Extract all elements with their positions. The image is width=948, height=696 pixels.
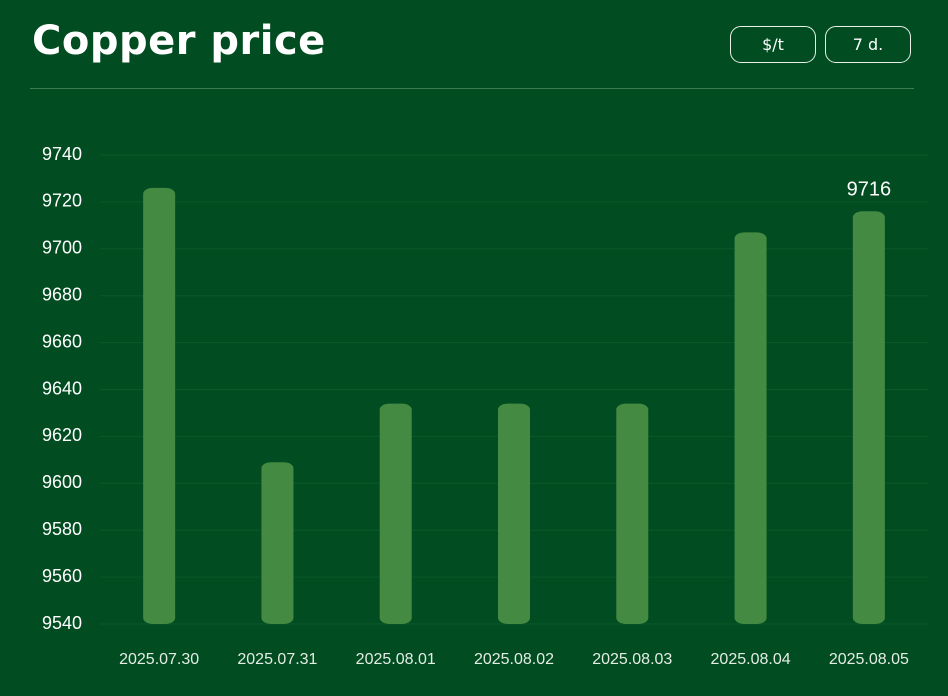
y-tick-label: 9700 — [42, 238, 82, 258]
y-tick-label: 9600 — [42, 472, 82, 492]
bar — [852, 211, 885, 624]
x-tick-label: 2025.07.30 — [119, 651, 199, 668]
y-tick-label: 9720 — [42, 191, 82, 211]
y-tick-label: 9660 — [42, 331, 82, 351]
bar — [143, 187, 176, 624]
y-tick-label: 9620 — [42, 425, 82, 445]
x-tick-label: 2025.08.01 — [356, 651, 436, 668]
bar — [734, 232, 767, 624]
page-title: Copper price — [32, 18, 326, 64]
x-tick-label: 2025.08.03 — [592, 651, 672, 668]
value-label: 9716 — [847, 179, 892, 201]
divider — [30, 88, 914, 89]
x-tick-label: 2025.08.04 — [711, 651, 791, 668]
y-tick-label: 9560 — [42, 566, 82, 586]
y-tick-label: 9580 — [42, 519, 82, 539]
bar — [498, 403, 530, 624]
y-tick-label: 9680 — [42, 284, 82, 304]
x-tick-label: 2025.08.05 — [829, 651, 909, 668]
y-tick-label: 9640 — [42, 378, 82, 398]
bar — [379, 403, 412, 624]
period-button[interactable]: 7 d. — [825, 26, 911, 63]
y-tick-label: 9540 — [42, 613, 82, 633]
bar — [261, 462, 294, 624]
bar — [616, 403, 649, 624]
x-tick-label: 2025.08.02 — [474, 651, 554, 668]
unit-button[interactable]: $/t — [730, 26, 816, 63]
y-tick-label: 9740 — [42, 144, 82, 164]
x-tick-label: 2025.07.31 — [237, 651, 317, 668]
